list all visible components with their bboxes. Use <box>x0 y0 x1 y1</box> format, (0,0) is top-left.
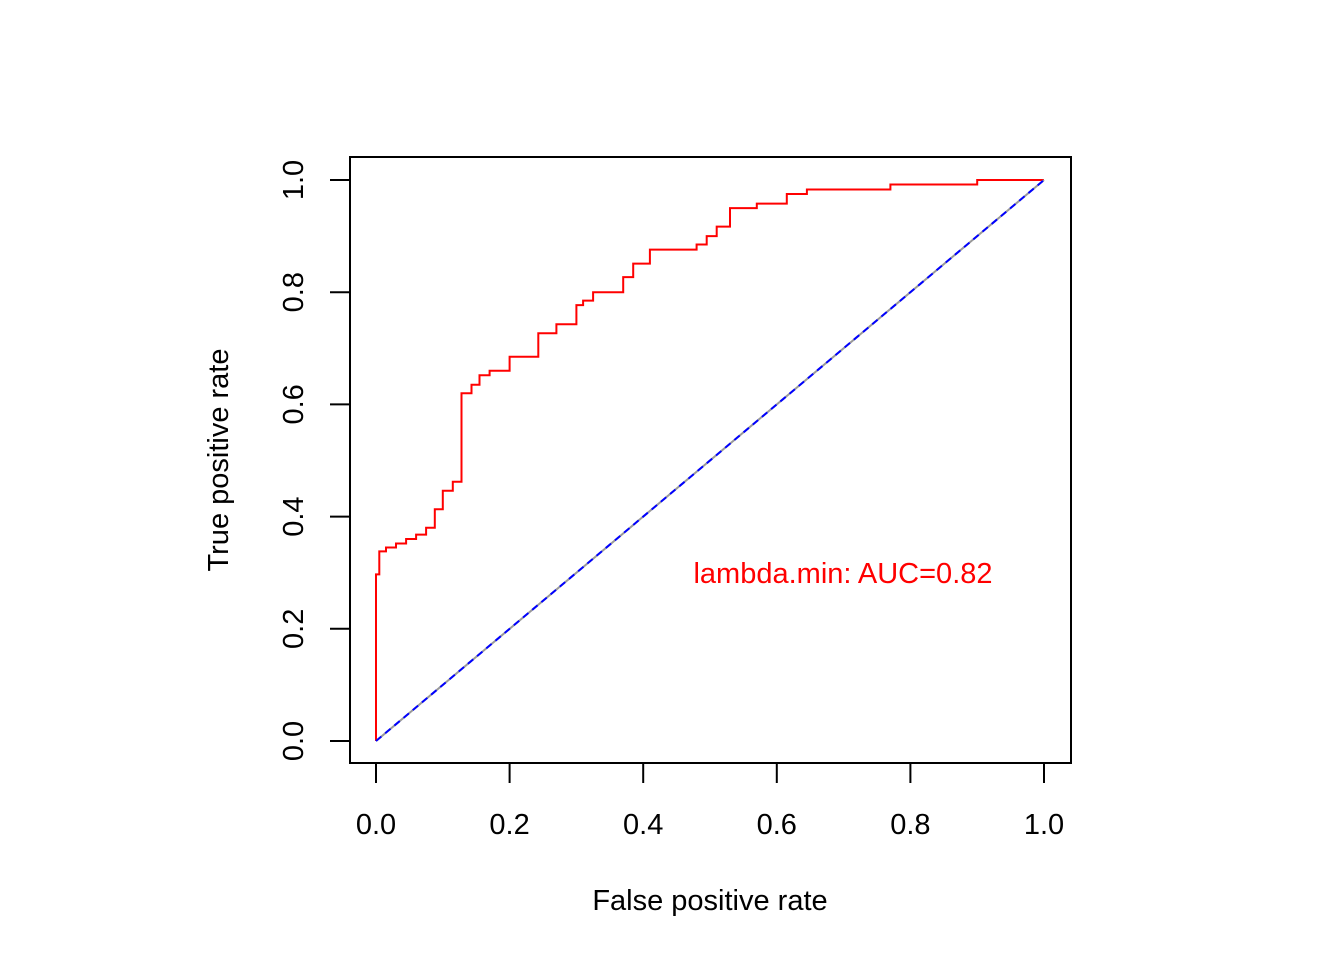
y-axis: 0.0 0.2 0.4 0.6 0.8 1.0 <box>278 160 351 761</box>
y-tick-label: 0.6 <box>278 384 310 424</box>
series-line-step <box>375 179 1044 741</box>
x-tick-label: 0.8 <box>890 809 930 841</box>
y-tick-label: 0.8 <box>278 272 310 312</box>
x-axis: 0.0 0.2 0.4 0.6 0.8 1.0 <box>356 762 1064 841</box>
y-tick-label: 0.0 <box>278 721 310 761</box>
auc-annotation: lambda.min: AUC=0.82 <box>693 558 992 590</box>
x-tick-label: 0.4 <box>623 809 663 841</box>
x-tick-label: 0.0 <box>356 809 396 841</box>
y-tick-label: 0.2 <box>278 609 310 649</box>
y-axis-title: True positive rate <box>203 349 235 572</box>
x-tick-label: 1.0 <box>1024 809 1064 841</box>
series-line-dashed <box>375 179 1045 742</box>
series-layer <box>375 179 1045 742</box>
x-tick-label: 0.2 <box>489 809 529 841</box>
y-tick-label: 0.4 <box>278 496 310 536</box>
x-tick-label: 0.6 <box>757 809 797 841</box>
x-axis-title: False positive rate <box>592 885 827 917</box>
y-tick-label: 1.0 <box>278 160 310 200</box>
